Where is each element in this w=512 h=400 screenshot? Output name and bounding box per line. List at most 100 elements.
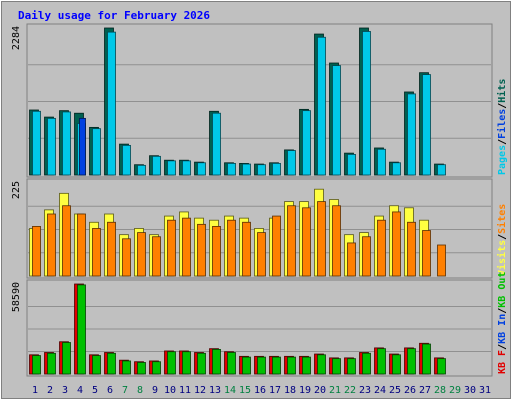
x-tick-label: 7 bbox=[122, 385, 128, 396]
bar-kb-out-day-19 bbox=[302, 356, 311, 375]
x-tick-label: 6 bbox=[107, 385, 113, 396]
bar-kb-out-day-11 bbox=[182, 351, 191, 375]
legend-middle: Visits/Sites bbox=[496, 204, 508, 276]
bar-kb-out-day-14 bbox=[227, 352, 236, 375]
bar-sites-day-10 bbox=[167, 219, 176, 277]
x-tick-label: 14 bbox=[224, 385, 236, 396]
legend-item: Hits bbox=[496, 79, 508, 103]
y-max-label-middle: 225 bbox=[11, 181, 22, 199]
x-tick-label: 13 bbox=[209, 385, 221, 396]
bar-sites-day-7 bbox=[122, 238, 131, 277]
bar-kb-out-day-25 bbox=[392, 354, 401, 375]
bar-files-day-6 bbox=[107, 31, 116, 176]
bar-kb-out-day-17 bbox=[272, 356, 281, 375]
bar-files-day-26 bbox=[407, 93, 416, 176]
bar-sites-day-12 bbox=[197, 223, 206, 277]
bar-files-day-21 bbox=[332, 65, 341, 176]
y-max-label-bottom: 58590 bbox=[11, 282, 22, 312]
series-sites bbox=[32, 201, 446, 277]
bar-kb-out-day-2 bbox=[47, 352, 56, 375]
x-tick-label: 1 bbox=[32, 385, 38, 396]
bar-sites-day-26 bbox=[407, 221, 416, 277]
bar-kb-out-day-13 bbox=[212, 349, 221, 375]
bar-files-day-8 bbox=[137, 164, 146, 176]
bar-sites-day-16 bbox=[257, 232, 266, 277]
bar-kb-out-day-1 bbox=[32, 355, 41, 375]
legend-item: / bbox=[497, 344, 508, 350]
bar-sites-day-20 bbox=[317, 201, 326, 277]
x-tick-label: 26 bbox=[404, 385, 416, 396]
bar-sites-day-6 bbox=[107, 221, 116, 277]
bar-kb-out-day-9 bbox=[152, 361, 161, 375]
x-tick-label: 9 bbox=[152, 385, 158, 396]
legend-item: / bbox=[497, 139, 508, 145]
x-tick-label: 5 bbox=[92, 385, 98, 396]
bar-kb-out-day-23 bbox=[362, 352, 371, 375]
legend-item: Visits bbox=[496, 240, 508, 276]
bar-kb-out-day-3 bbox=[62, 342, 71, 375]
bar-kb-out-day-20 bbox=[317, 354, 326, 375]
bar-sites-day-15 bbox=[242, 221, 251, 277]
bar-kb-out-day-5 bbox=[92, 355, 101, 375]
bar-sites-day-27 bbox=[422, 230, 431, 277]
bar-sites-day-1 bbox=[32, 225, 41, 277]
x-tick-label: 20 bbox=[314, 385, 326, 396]
bar-files-day-19 bbox=[302, 110, 311, 176]
bar-sites-day-18 bbox=[287, 205, 296, 277]
bar-files-day-1 bbox=[32, 110, 41, 176]
x-tick-label: 28 bbox=[434, 385, 446, 396]
x-tick-label: 18 bbox=[284, 385, 296, 396]
bar-kb-out-day-18 bbox=[287, 356, 296, 375]
x-tick-label: 27 bbox=[419, 385, 431, 396]
bar-files-day-2 bbox=[47, 117, 56, 176]
bar-sites-day-8 bbox=[137, 232, 146, 277]
bar-files-day-20 bbox=[317, 36, 326, 176]
bar-kb-out-day-26 bbox=[407, 348, 416, 375]
x-tick-label: 23 bbox=[359, 385, 371, 396]
panel-middle: 225 Visits/Sites bbox=[11, 178, 508, 279]
x-tick-label: 12 bbox=[194, 385, 206, 396]
bar-sites-day-2 bbox=[47, 213, 56, 277]
x-tick-label: 3 bbox=[62, 385, 68, 396]
bar-kb-out-day-12 bbox=[197, 352, 206, 375]
x-tick-label: 24 bbox=[374, 385, 386, 396]
chart-panels: 2284Pages/Files/Hits225Visits/Sites58590… bbox=[11, 23, 508, 377]
bar-sites-day-13 bbox=[212, 225, 221, 277]
bar-files-day-17 bbox=[272, 163, 281, 176]
x-tick-label: 30 bbox=[464, 385, 476, 396]
bar-files-day-13 bbox=[212, 112, 221, 176]
bar-files-day-15 bbox=[242, 163, 251, 176]
legend-item: KB Out bbox=[497, 272, 508, 308]
bar-sites-day-3 bbox=[62, 205, 71, 277]
bar-files-day-14 bbox=[227, 163, 236, 176]
bar-files-day-22 bbox=[347, 154, 356, 176]
series-pages bbox=[79, 117, 86, 176]
x-tick-label: 31 bbox=[479, 385, 491, 396]
bar-files-day-23 bbox=[362, 31, 371, 176]
legend-item: / bbox=[497, 308, 508, 314]
bar-sites-day-21 bbox=[332, 205, 341, 277]
bar-kb-out-day-22 bbox=[347, 358, 356, 375]
bar-sites-day-5 bbox=[92, 228, 101, 277]
bar-kb-out-day-4 bbox=[77, 284, 86, 375]
bar-pages-day-4 bbox=[79, 117, 86, 176]
x-tick-label: 25 bbox=[389, 385, 401, 396]
x-tick-label: 2 bbox=[47, 385, 53, 396]
legend-item: Files bbox=[496, 109, 508, 139]
bar-files-day-3 bbox=[62, 111, 71, 176]
y-max-label-top: 2284 bbox=[11, 26, 22, 50]
bar-files-day-7 bbox=[122, 144, 131, 176]
bar-files-day-18 bbox=[287, 150, 296, 176]
bar-sites-day-14 bbox=[227, 219, 236, 277]
bar-sites-day-11 bbox=[182, 217, 191, 277]
legend-item: KB F bbox=[497, 350, 508, 374]
x-tick-label: 16 bbox=[254, 385, 266, 396]
bar-kb-out-day-10 bbox=[167, 351, 176, 375]
bar-files-day-25 bbox=[392, 162, 401, 176]
x-tick-label: 21 bbox=[329, 385, 341, 396]
x-tick-label: 11 bbox=[179, 385, 191, 396]
bar-files-day-10 bbox=[167, 160, 176, 176]
bar-kb-out-day-8 bbox=[137, 362, 146, 375]
